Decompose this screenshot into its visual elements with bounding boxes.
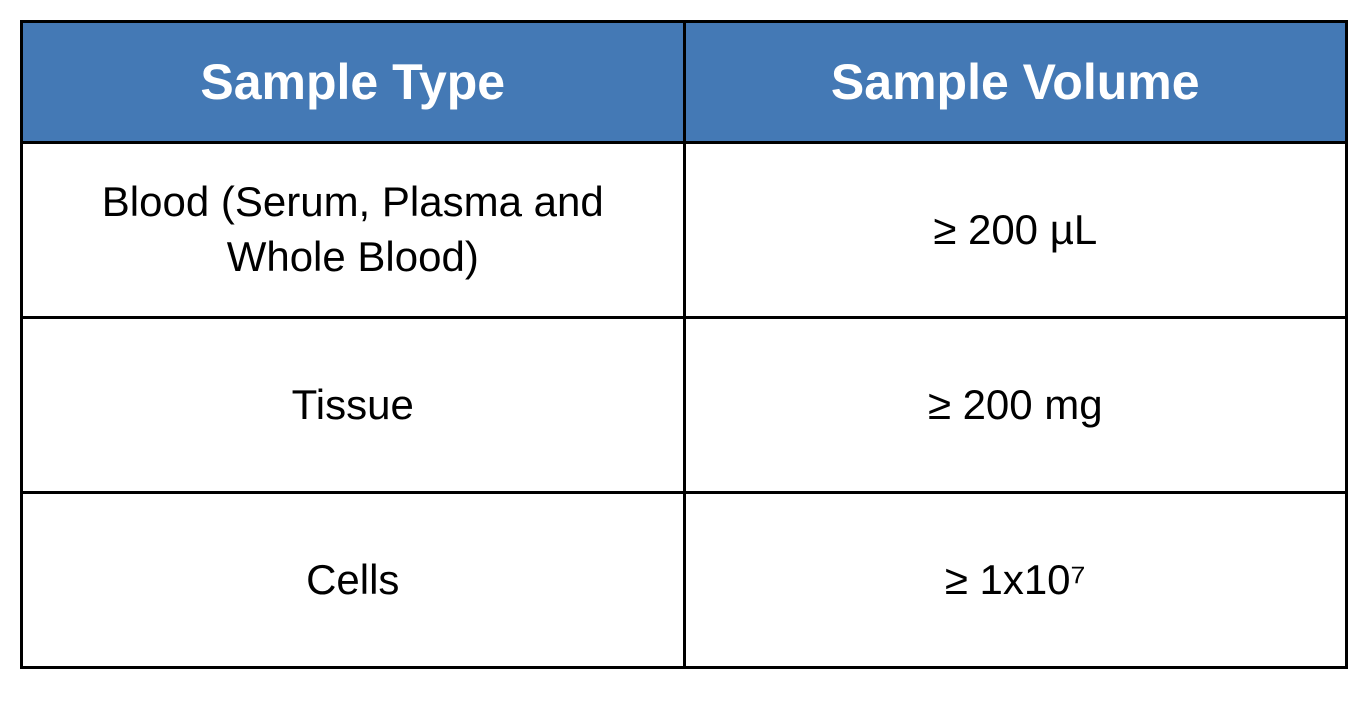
sample-table: Sample Type Sample Volume Blood (Serum, … <box>20 20 1348 669</box>
cell-sample-volume: ≥ 1x10⁷ <box>684 493 1347 668</box>
header-sample-volume: Sample Volume <box>684 22 1347 143</box>
header-sample-type: Sample Type <box>22 22 685 143</box>
cell-sample-volume: ≥ 200 mg <box>684 318 1347 493</box>
cell-sample-volume: ≥ 200 µL <box>684 143 1347 318</box>
cell-sample-type: Tissue <box>22 318 685 493</box>
table-row: Blood (Serum, Plasma and Whole Blood) ≥ … <box>22 143 1347 318</box>
table-row: Tissue ≥ 200 mg <box>22 318 1347 493</box>
table-row: Cells ≥ 1x10⁷ <box>22 493 1347 668</box>
table-header-row: Sample Type Sample Volume <box>22 22 1347 143</box>
cell-sample-type: Cells <box>22 493 685 668</box>
cell-sample-type: Blood (Serum, Plasma and Whole Blood) <box>22 143 685 318</box>
